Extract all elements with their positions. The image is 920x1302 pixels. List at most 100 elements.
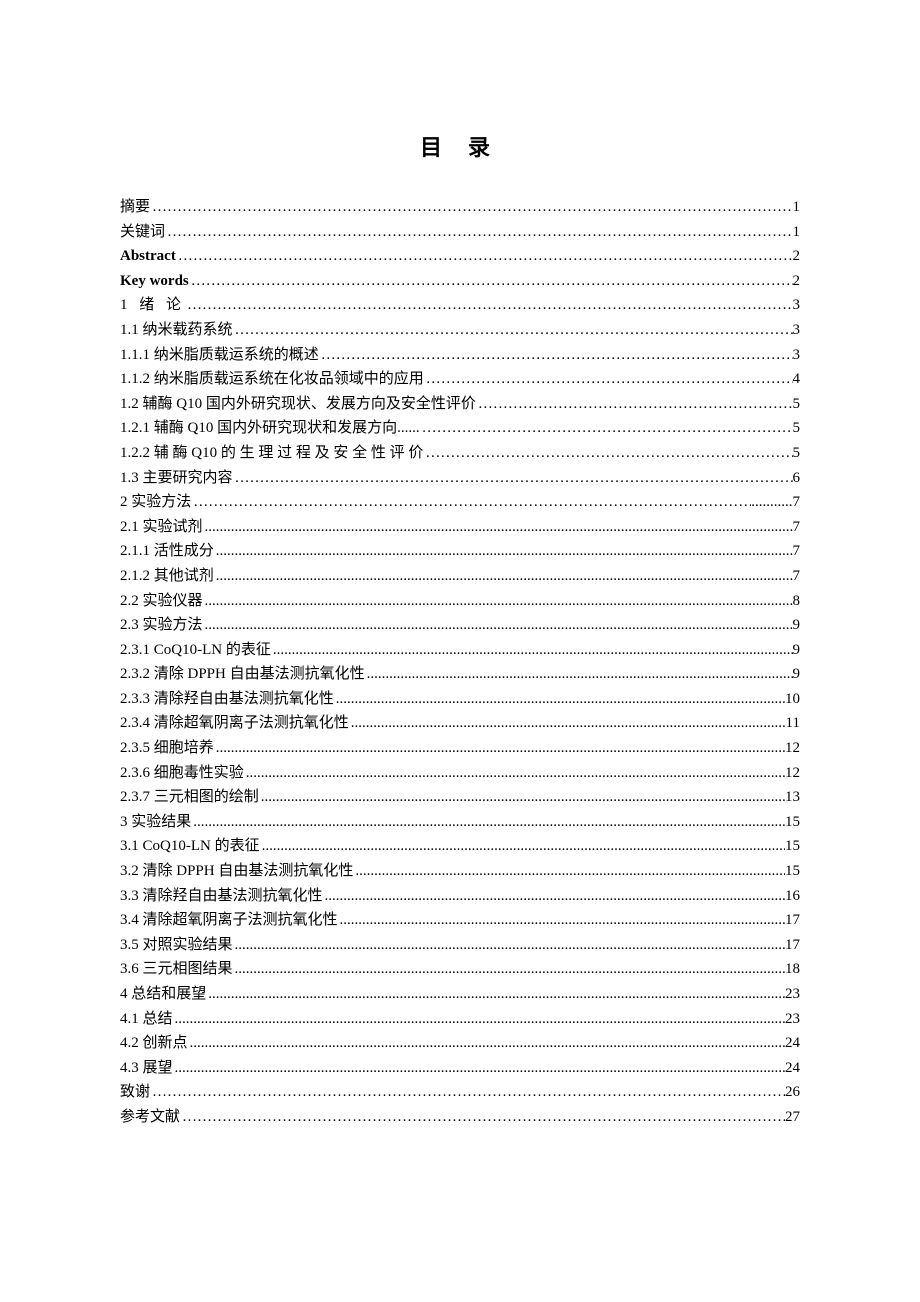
toc-entry: 1 绪 论……………………………………………………………………………………………… <box>120 298 800 323</box>
toc-entry: 4.2 创新点.................................… <box>120 1036 800 1061</box>
toc-leader: …………………………………………………………………………………………………………… <box>150 200 792 215</box>
toc-leader: ........................................… <box>353 864 785 879</box>
toc-leader: ........................................… <box>271 643 793 658</box>
document-page: 目 录 摘要…………………………………………………………………………………………… <box>0 0 920 1302</box>
toc-leader: ........................................… <box>173 1012 785 1027</box>
toc-leader: …………………………………………………………………………………………………………… <box>189 274 793 289</box>
toc-leader: ........................................… <box>188 1036 785 1051</box>
toc-entry-page: 3 <box>793 298 801 313</box>
toc-entry-label: 3.1 CoQ10-LN 的表征 <box>120 839 260 854</box>
toc-leader: ........................................… <box>214 544 793 559</box>
toc-entry-label: 1.1 纳米载药系统 <box>120 323 233 338</box>
toc-leader: …………………………………………………………………………………………………………… <box>176 249 793 264</box>
toc-entry-page: 8 <box>793 594 801 609</box>
toc-entry-page: 6 <box>793 471 801 486</box>
toc-leader: ........................................… <box>323 889 785 904</box>
toc-entry-label: 2 实验方法 <box>120 495 191 510</box>
toc-entry-label: Key words <box>120 274 189 289</box>
toc-entry-page: 11 <box>786 716 800 731</box>
toc-entry-label: 摘要 <box>120 200 150 215</box>
toc-entry-label: 3.4 清除超氧阴离子法测抗氧化性 <box>120 913 338 928</box>
toc-entry: 2 实验方法…………………………………………………………………………………………… <box>120 495 800 520</box>
toc-entry-page: 27 <box>785 1110 800 1125</box>
toc-entry: 2.3.4 清除超氧阴离子法测抗氧化性.....................… <box>120 716 800 741</box>
toc-entry-label: 1.2.2 辅 酶 Q10 的 生 理 过 程 及 安 全 性 评 价 <box>120 446 423 461</box>
toc-entry-label: 3.6 三元相图结果 <box>120 962 233 977</box>
toc-entry: 1.1.2 纳米脂质载运系统在化妆品领域中的应用…………………………………………… <box>120 372 800 397</box>
toc-entry-page: 10 <box>785 692 800 707</box>
toc-entry-label: 1.2.1 辅酶 Q10 国内外研究现状和发展方向 <box>120 421 397 436</box>
toc-entry-page: 4 <box>793 372 801 387</box>
toc-entry-label: 3.2 清除 DPPH 自由基法测抗氧化性 <box>120 864 353 879</box>
toc-leader: …………………………………………………………………………………………………………… <box>423 446 792 461</box>
toc-leader-tail: ........... <box>751 495 792 510</box>
toc-entry-page: 1 <box>793 200 801 215</box>
toc-entry-label: 1.1.1 纳米脂质载运系统的概述 <box>120 348 319 363</box>
toc-entry-page: 12 <box>785 766 800 781</box>
toc-entry-label: 4.3 展望 <box>120 1061 173 1076</box>
toc-entry-page: 24 <box>785 1036 800 1051</box>
toc-entry-label: 2.3.5 细胞培养 <box>120 741 214 756</box>
toc-entry-page: 12 <box>785 741 800 756</box>
toc-entry: Key words…………………………………………………………………………………… <box>120 274 800 299</box>
toc-leader: …………………………………………………………………………………………………………… <box>420 421 793 436</box>
toc-entry-label: 4.2 创新点 <box>120 1036 188 1051</box>
toc-leader: …………………………………………………………………………………………………………… <box>185 298 792 313</box>
toc-entry: 2.3.6 细胞毒性实验............................… <box>120 766 800 791</box>
toc-leader: ........................................… <box>191 815 785 830</box>
toc-entry: 3.6 三元相图结果..............................… <box>120 962 800 987</box>
toc-leader: …………………………………………………………………………………………………………… <box>319 348 793 363</box>
toc-entry: 摘要……………………………………………………………………………………………………… <box>120 200 800 225</box>
toc-entry-page: 17 <box>785 913 800 928</box>
toc-leader: ........................................… <box>214 569 793 584</box>
toc-leader: ........................................… <box>214 741 785 756</box>
toc-list: 摘要……………………………………………………………………………………………………… <box>120 200 800 1135</box>
toc-entry-label: 致谢 <box>120 1085 150 1100</box>
toc-leader-prefix: ...... <box>397 421 420 436</box>
toc-entry-label: 1.3 主要研究内容 <box>120 471 233 486</box>
toc-entry: 关键词…………………………………………………………………………………………………… <box>120 225 800 250</box>
toc-entry-label: 1.2 辅酶 Q10 国内外研究现状、发展方向及安全性评价 <box>120 397 476 412</box>
toc-entry-label: 1.1.2 纳米脂质载运系统在化妆品领域中的应用 <box>120 372 424 387</box>
toc-entry: 4.1 总结..................................… <box>120 1012 800 1037</box>
toc-entry-label: 2.3.1 CoQ10-LN 的表征 <box>120 643 271 658</box>
toc-entry-page: 7 <box>793 520 801 535</box>
toc-entry-label: 2.3.2 清除 DPPH 自由基法测抗氧化性 <box>120 667 365 682</box>
toc-entry: Abstract……………………………………………………………………………………… <box>120 249 800 274</box>
toc-entry-label: 2.3.3 清除羟自由基法测抗氧化性 <box>120 692 334 707</box>
toc-leader: …………………………………………………………………………………………………………… <box>191 495 751 510</box>
toc-entry-page: 9 <box>793 667 801 682</box>
toc-entry: 2.3 实验方法................................… <box>120 618 800 643</box>
toc-entry-label: 3.3 清除羟自由基法测抗氧化性 <box>120 889 323 904</box>
toc-entry-page: 15 <box>785 815 800 830</box>
toc-entry-page: 16 <box>785 889 800 904</box>
toc-entry-label: 4 总结和展望 <box>120 987 206 1002</box>
toc-entry: 1.3 主要研究内容………………………………………………………………………………… <box>120 471 800 496</box>
toc-entry: 参考文献………………………………………………………………………………………………… <box>120 1110 800 1135</box>
toc-entry-page: 26 <box>785 1085 800 1100</box>
toc-entry-page: 2 <box>793 249 801 264</box>
toc-leader: …………………………………………………………………………………………………………… <box>233 323 793 338</box>
toc-entry: 3.4 清除超氧阴离子法测抗氧化性.......................… <box>120 913 800 938</box>
toc-leader: ........................................… <box>233 938 785 953</box>
toc-entry: 1.1.1 纳米脂质载运系统的概述……………………………………………………………… <box>120 348 800 373</box>
toc-leader: ........................................… <box>260 839 785 854</box>
toc-entry-label: 2.3.4 清除超氧阴离子法测抗氧化性 <box>120 716 349 731</box>
toc-entry: 2.1.2 其他试剂..............................… <box>120 569 800 594</box>
toc-entry-page: 7 <box>793 495 801 510</box>
toc-leader: …………………………………………………………………………………………………………… <box>476 397 793 412</box>
toc-entry: 致谢……………………………………………………………………………………………………… <box>120 1085 800 1110</box>
toc-leader: …………………………………………………………………………………………………………… <box>165 225 792 240</box>
toc-entry-label: 3 实验结果 <box>120 815 191 830</box>
toc-entry: 1.2.2 辅 酶 Q10 的 生 理 过 程 及 安 全 性 评 价……………… <box>120 446 800 471</box>
toc-entry-page: 1 <box>793 225 801 240</box>
toc-entry-label: 2.3.6 细胞毒性实验 <box>120 766 244 781</box>
toc-entry: 3.3 清除羟自由基法测抗氧化性........................… <box>120 889 800 914</box>
toc-entry-page: 2 <box>793 274 801 289</box>
toc-entry-page: 3 <box>793 323 801 338</box>
toc-leader: ........................................… <box>203 594 793 609</box>
toc-entry: 2.1.1 活性成分..............................… <box>120 544 800 569</box>
toc-entry-page: 9 <box>793 618 801 633</box>
toc-entry: 2.3.2 清除 DPPH 自由基法测抗氧化性.................… <box>120 667 800 692</box>
toc-entry: 1.1 纳米载药系统………………………………………………………………………………… <box>120 323 800 348</box>
